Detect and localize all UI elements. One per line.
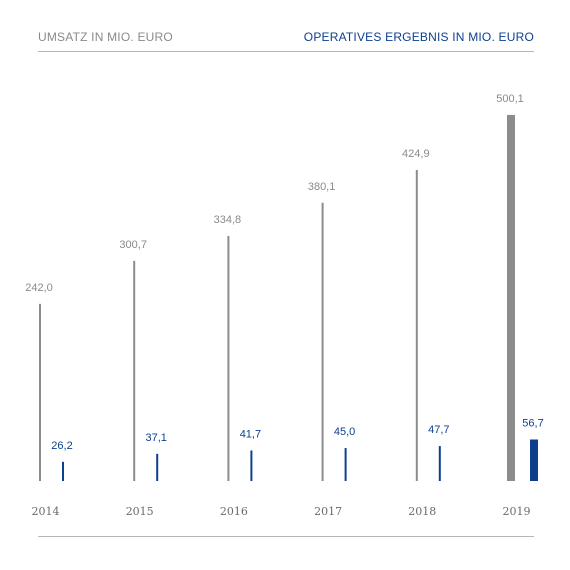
- revenue-label-2018: 424,9: [402, 148, 430, 160]
- result-label-2014: 26,2: [51, 440, 72, 452]
- result-bar-2018: [438, 446, 441, 481]
- year-label-2016: 2016: [220, 505, 248, 518]
- year-label-2015: 2015: [126, 505, 154, 518]
- revenue-label-2016: 334,8: [214, 214, 242, 226]
- result-label-2016: 41,7: [240, 428, 261, 440]
- revenue-label-2014: 242,0: [25, 282, 53, 294]
- year-label-2019: 2019: [503, 505, 531, 518]
- revenue-label-2017: 380,1: [308, 181, 336, 193]
- result-bar-2016: [250, 450, 253, 481]
- year-label-2017: 2017: [314, 505, 342, 518]
- revenue-bar-2015: [133, 260, 136, 481]
- result-series-title: OPERATIVES ERGEBNIS IN MIO. EURO: [303, 30, 534, 44]
- result-label-2018: 47,7: [428, 424, 449, 436]
- revenue-bar-2017: [321, 202, 324, 482]
- result-label-2017: 45,0: [334, 426, 355, 438]
- revenue-bar-2014: [39, 303, 41, 481]
- top-divider: [38, 51, 534, 52]
- revenue-bar-2018: [415, 169, 418, 481]
- revenue-series-title: UMSATZ IN MIO. EURO: [38, 30, 173, 44]
- revenue-bar-2019: [507, 114, 515, 481]
- result-bar-2019: [530, 439, 538, 481]
- result-bar-2017: [344, 448, 347, 481]
- revenue-bar-2016: [227, 235, 230, 481]
- result-bar-2014: [62, 461, 64, 481]
- year-label-2014: 2014: [32, 505, 60, 518]
- revenue-label-2015: 300,7: [119, 239, 147, 251]
- bottom-divider: [38, 536, 534, 537]
- result-bar-2015: [156, 453, 159, 481]
- revenue-label-2019: 500,1: [496, 93, 524, 105]
- result-label-2015: 37,1: [145, 432, 166, 444]
- result-label-2019: 56,7: [522, 417, 543, 429]
- year-label-2018: 2018: [408, 505, 436, 518]
